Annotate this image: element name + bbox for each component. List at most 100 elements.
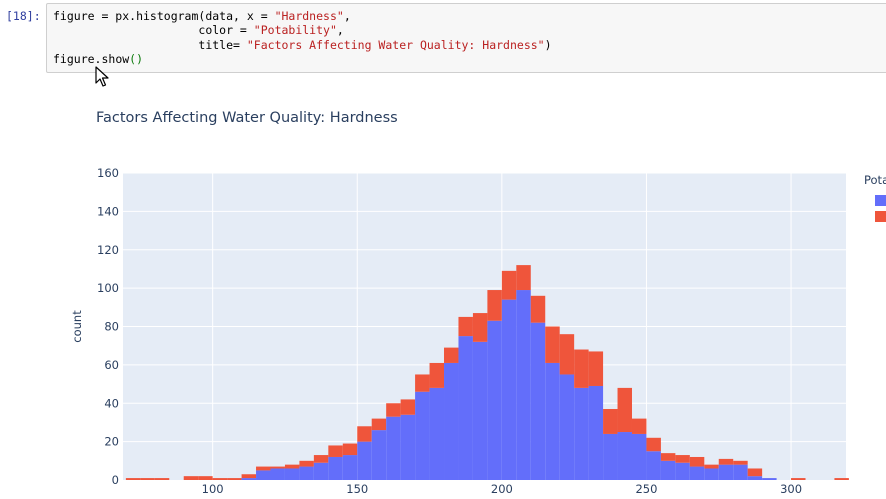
bar-series-1 [718,458,734,465]
legend-title: Pota [864,173,886,187]
bar-series-0 [689,466,705,480]
code-line-2: color = "Potability", [53,23,344,38]
y-tick-label: 40 [104,396,119,410]
bar-series-1 [386,403,401,417]
histogram-chart[interactable]: 0 20 40 60 80 100 120 140 160 100 150 200 250 300 co… [46,80,886,499]
x-tick-label: 300 [780,482,802,496]
bar-series-1 [675,455,690,463]
bar-series-1 [415,374,430,392]
mouse-pointer-icon [95,66,109,87]
x-tick-label: 250 [635,482,657,496]
bar-series-1 [256,466,271,471]
bar-series-0 [617,432,632,480]
bar-series-1 [545,326,560,363]
bar-series-1 [472,313,488,342]
bar-series-0 [415,391,430,480]
bar-series-1 [313,455,329,463]
bar-series-0 [516,290,531,480]
bar-series-1 [588,351,604,386]
y-tick-label: 160 [97,166,119,180]
bar-series-0 [718,464,734,480]
bar-series-1 [241,474,257,479]
bar-series-1 [140,478,155,480]
code-cell[interactable]: figure = px.histogram(data, x = "Hardnes… [46,3,886,73]
code-line-1: figure = px.histogram(data, x = "Hardnes… [53,9,351,23]
code-line-3: title= "Factors Affecting Water Quality:… [53,37,552,52]
bar-series-0 [588,385,604,480]
bar-series-1 [154,478,170,480]
legend-swatch-series-0[interactable] [875,195,886,206]
bar-series-0 [675,462,690,480]
bar-series-1 [371,418,387,431]
bar-series-0 [313,462,329,480]
bar-series-1 [747,468,763,477]
bar-series-0 [386,416,401,480]
bar-series-1 [704,464,719,469]
bar-series-1 [660,453,676,461]
cell-prompt: [18]: [6,9,41,23]
y-tick-labels: 0 20 40 60 80 100 120 140 160 [97,166,119,487]
bar-series-1 [617,387,632,433]
bar-series-0 [458,336,473,480]
bar-series-0 [299,466,314,480]
bar-series-1 [516,265,531,291]
bar-series-0 [270,468,285,480]
bar-series-0 [762,478,777,480]
code-line-4: figure.show() [53,51,144,66]
chart-title: Factors Affecting Water Quality: Hardnes… [96,110,398,126]
bar-series-1 [689,456,705,467]
bar-series-0 [342,455,358,480]
bar-series-1 [342,443,358,456]
bar-series-1 [183,476,199,480]
bar-series-1 [328,445,343,457]
bar-series-0 [487,320,502,480]
bar-series-0 [747,476,763,480]
x-tick-label: 100 [202,482,224,496]
bar-series-0 [241,478,257,480]
bar-series-1 [444,347,459,363]
code-editor[interactable]: figure = px.histogram(data, x = "Hardnes… [53,9,552,66]
bar-series-1 [299,460,314,467]
bar-series-1 [791,478,806,480]
bar-series-0 [429,387,445,480]
bar-series-1 [458,316,473,337]
bar-series-0 [704,468,719,480]
bar-series-1 [530,295,546,323]
y-tick-label: 120 [97,243,119,257]
bar-series-0 [733,464,748,480]
bar-series-0 [284,468,300,480]
bar-series-0 [501,299,517,480]
bar-series-1 [227,478,242,480]
bar-series-1 [487,290,502,321]
bar-series-1 [574,349,589,388]
bar-series-1 [559,334,575,375]
bar-series-1 [631,418,647,434]
bar-series-1 [212,478,228,480]
y-tick-label: 60 [104,358,119,372]
bar-series-1 [125,478,141,480]
bar-series-1 [603,409,618,434]
bar-series-1 [400,399,416,415]
bar-series-1 [646,437,661,452]
bar-series-1 [733,460,748,465]
bar-series-0 [660,460,676,480]
x-tick-label: 150 [346,482,368,496]
y-axis-label: count [70,310,84,343]
bar-series-0 [545,362,560,480]
bar-series-0 [371,430,387,480]
bar-series-1 [198,476,213,480]
bar-series-1 [284,464,300,469]
bar-series-0 [357,441,372,480]
bar-series-0 [646,451,661,480]
bar-series-0 [472,341,488,480]
bar-series-0 [256,470,271,480]
output-area: Factors Affecting Water Quality: Hardnes… [46,80,886,499]
bar-series-0 [328,456,343,480]
legend-swatch-series-1[interactable] [875,211,886,222]
bar-series-1 [429,362,445,388]
bar-series-0 [530,322,546,480]
bar-series-1 [357,426,372,442]
bar-series-0 [574,387,589,480]
y-tick-label: 140 [97,204,119,218]
bar-series-0 [559,374,575,480]
